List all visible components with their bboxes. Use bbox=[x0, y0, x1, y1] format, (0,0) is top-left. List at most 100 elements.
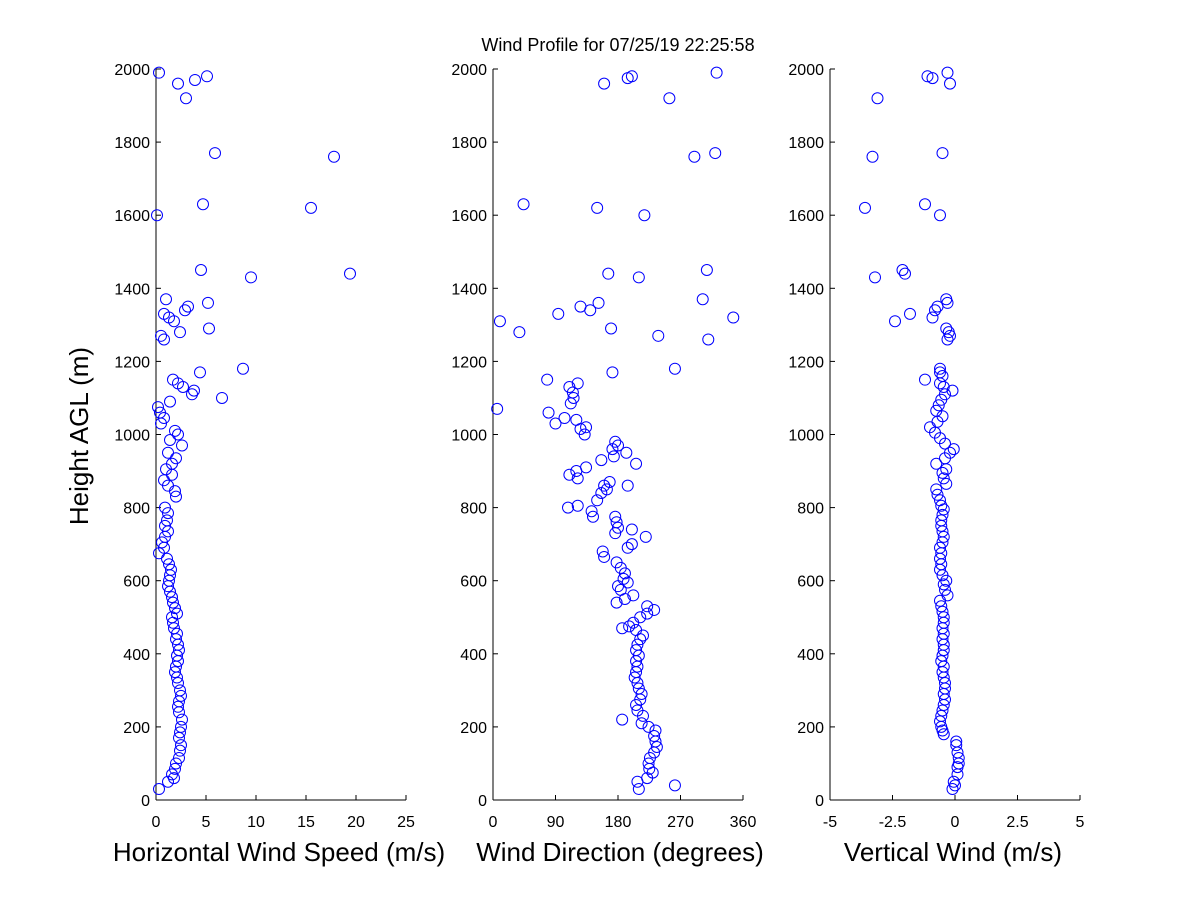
speed-data-point bbox=[195, 264, 207, 277]
direction-y-tick-label: 1800 bbox=[451, 135, 487, 152]
speed-data-point bbox=[166, 768, 178, 781]
direction-x-tick-label: 90 bbox=[547, 814, 565, 831]
speed-data-point bbox=[171, 627, 183, 640]
vertical-data-point bbox=[930, 457, 943, 470]
direction-data-point bbox=[605, 322, 618, 335]
speed-x-tick-label: 15 bbox=[297, 814, 315, 831]
direction-data-point bbox=[612, 521, 624, 534]
vertical-y-tick-label: 0 bbox=[815, 793, 824, 810]
speed-data-point bbox=[175, 689, 187, 702]
speed-y-tick-label: 1800 bbox=[114, 135, 150, 152]
speed-data-point bbox=[153, 783, 165, 796]
vertical-y-tick-label: 600 bbox=[797, 574, 824, 591]
speed-data-point bbox=[169, 666, 181, 679]
speed-data-point bbox=[171, 607, 183, 620]
vertical-data-point bbox=[932, 399, 945, 412]
direction-data-point bbox=[580, 461, 593, 474]
speed-data-point bbox=[328, 150, 340, 163]
direction-y-tick-label: 800 bbox=[460, 501, 487, 518]
direction-data-point bbox=[663, 92, 676, 105]
vertical-data-point bbox=[941, 333, 954, 346]
direction-data-point bbox=[616, 713, 629, 726]
direction-data-point bbox=[652, 329, 665, 342]
direction-data-point bbox=[580, 421, 593, 434]
direction-data-point bbox=[614, 583, 627, 596]
speed-y-tick-label: 1000 bbox=[114, 428, 150, 445]
direction-data-point bbox=[517, 198, 530, 211]
vertical-data-point bbox=[930, 483, 943, 496]
speed-data-point bbox=[152, 401, 164, 414]
speed-x-tick-label: 5 bbox=[202, 814, 211, 831]
speed-data-point bbox=[197, 198, 209, 211]
direction-data-point bbox=[637, 629, 649, 642]
direction-data-point bbox=[592, 296, 605, 309]
vertical-data-point bbox=[940, 293, 953, 306]
speed-data-point bbox=[175, 739, 187, 752]
vertical-data-point bbox=[947, 443, 960, 456]
speed-data-point bbox=[203, 322, 215, 335]
direction-data-point bbox=[570, 413, 583, 426]
speed-y-tick-label: 0 bbox=[141, 793, 150, 810]
speed-y-tick-label: 200 bbox=[123, 720, 150, 737]
direction-data-point bbox=[585, 505, 598, 518]
vertical-data-point bbox=[935, 514, 948, 527]
direction-data-point bbox=[609, 510, 622, 523]
speed-data-point bbox=[182, 300, 194, 313]
direction-data-point bbox=[574, 300, 587, 313]
direction-data-point bbox=[513, 326, 526, 339]
speed-data-point bbox=[169, 424, 181, 437]
direction-y-tick-label: 1000 bbox=[451, 428, 487, 445]
speed-data-point bbox=[202, 296, 214, 309]
direction-data-point bbox=[628, 671, 641, 684]
direction-data-point bbox=[625, 523, 638, 536]
vertical-data-point bbox=[936, 508, 949, 521]
y-axis-label: Height AGL (m) bbox=[64, 347, 94, 525]
direction-data-point bbox=[621, 541, 634, 554]
speed-data-point bbox=[188, 384, 200, 397]
speed-data-point bbox=[174, 684, 186, 697]
direction-data-point bbox=[625, 70, 638, 83]
speed-data-point bbox=[245, 271, 257, 284]
vertical-data-point bbox=[941, 589, 954, 602]
direction-y-tick-label: 600 bbox=[460, 574, 487, 591]
speed-data-point bbox=[167, 596, 179, 609]
speed-data-point bbox=[216, 391, 228, 404]
speed-data-point bbox=[164, 433, 176, 446]
direction-data-point bbox=[639, 530, 652, 543]
direction-data-point bbox=[668, 362, 681, 375]
vertical-data-point bbox=[935, 655, 948, 668]
direction-x-tick-label: 0 bbox=[489, 814, 498, 831]
speed-data-point bbox=[153, 66, 165, 79]
speed-data-point bbox=[172, 77, 184, 90]
speed-data-point bbox=[158, 333, 170, 346]
direction-data-point bbox=[610, 516, 623, 529]
direction-data-point bbox=[635, 688, 648, 701]
direction-data-point bbox=[668, 779, 681, 792]
speed-data-point bbox=[163, 558, 175, 571]
speed-data-point bbox=[175, 720, 187, 733]
direction-data-point bbox=[595, 454, 608, 467]
speed-data-point bbox=[156, 536, 168, 549]
vertical-data-point bbox=[919, 198, 931, 211]
direction-data-point bbox=[630, 644, 643, 657]
speed-data-point bbox=[162, 775, 174, 788]
direction-y-tick-label: 1400 bbox=[451, 281, 487, 298]
direction-x-tick-label: 180 bbox=[605, 814, 632, 831]
direction-data-point bbox=[610, 596, 623, 609]
direction-data-point bbox=[616, 622, 629, 635]
vertical-data-point bbox=[904, 307, 916, 320]
direction-data-point bbox=[632, 682, 645, 695]
vertical-data-point bbox=[926, 72, 939, 85]
speed-y-tick-label: 600 bbox=[123, 574, 150, 591]
speed-data-point bbox=[170, 490, 182, 503]
vertical-y-tick-label: 1400 bbox=[788, 281, 824, 298]
vertical-y-tick-label: 1000 bbox=[788, 428, 824, 445]
direction-data-point bbox=[630, 457, 643, 470]
speed-y-tick-label: 1600 bbox=[114, 208, 150, 225]
speed-data-point bbox=[155, 329, 167, 342]
vertical-data-point bbox=[936, 370, 949, 383]
speed-data-point bbox=[169, 602, 181, 615]
speed-data-point bbox=[159, 501, 171, 514]
direction-data-point bbox=[631, 638, 644, 651]
